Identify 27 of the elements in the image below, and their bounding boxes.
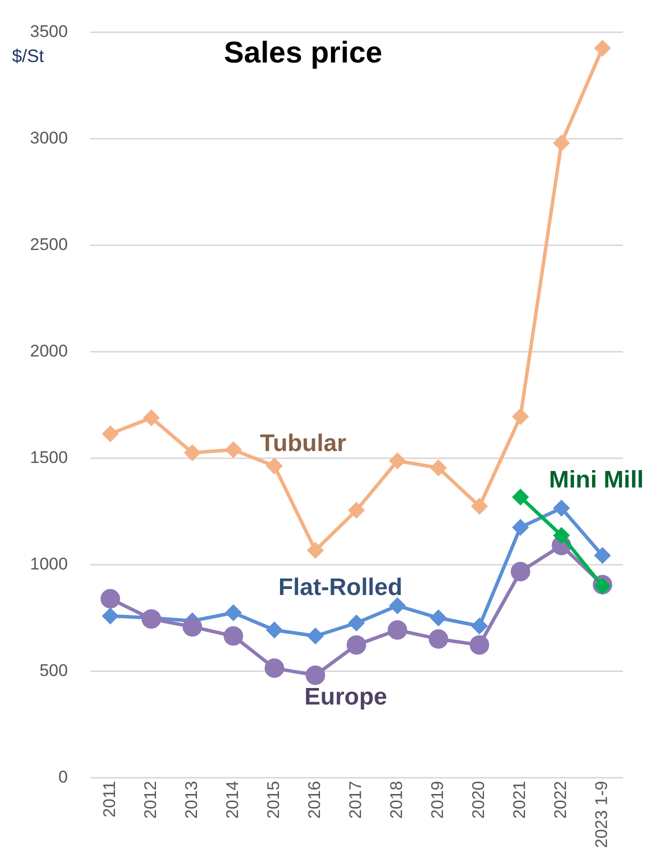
x-tick-label: 2017	[346, 780, 366, 819]
x-tick-label: 2013	[182, 780, 202, 819]
x-tick-label: 2019	[428, 780, 448, 819]
series-label: Europe	[304, 684, 388, 711]
x-tick-label: 2012	[141, 780, 160, 819]
x-tick-label: 2023 1-9	[592, 780, 612, 848]
y-axis-title: $/St	[12, 46, 44, 66]
series-label: Tubular	[260, 430, 346, 458]
y-tick-label: 1500	[30, 448, 68, 467]
x-tick-label: 2011	[100, 780, 120, 818]
x-tick-label: 2021	[510, 780, 530, 819]
y-tick-label: 2000	[30, 341, 68, 360]
x-tick-label: 2020	[469, 780, 488, 819]
y-tick-label: 500	[39, 661, 68, 680]
x-tick-label: 2016	[305, 780, 324, 819]
y-tick-label: 3500	[30, 22, 68, 41]
x-tick-label: 2015	[264, 780, 284, 819]
y-tick-label: 0	[58, 768, 68, 787]
series-label: Mini Mill	[549, 466, 644, 494]
series-label: Flat-Rolled	[278, 574, 402, 602]
y-tick-label: 1000	[30, 554, 68, 574]
x-tick-label: 2022	[551, 780, 570, 819]
x-tick-label: 2014	[223, 780, 242, 819]
y-tick-label: 2500	[30, 234, 68, 254]
chart-title: Sales price	[224, 36, 382, 70]
x-tick-label: 2018	[387, 780, 406, 819]
y-tick-label: 3000	[30, 128, 68, 148]
